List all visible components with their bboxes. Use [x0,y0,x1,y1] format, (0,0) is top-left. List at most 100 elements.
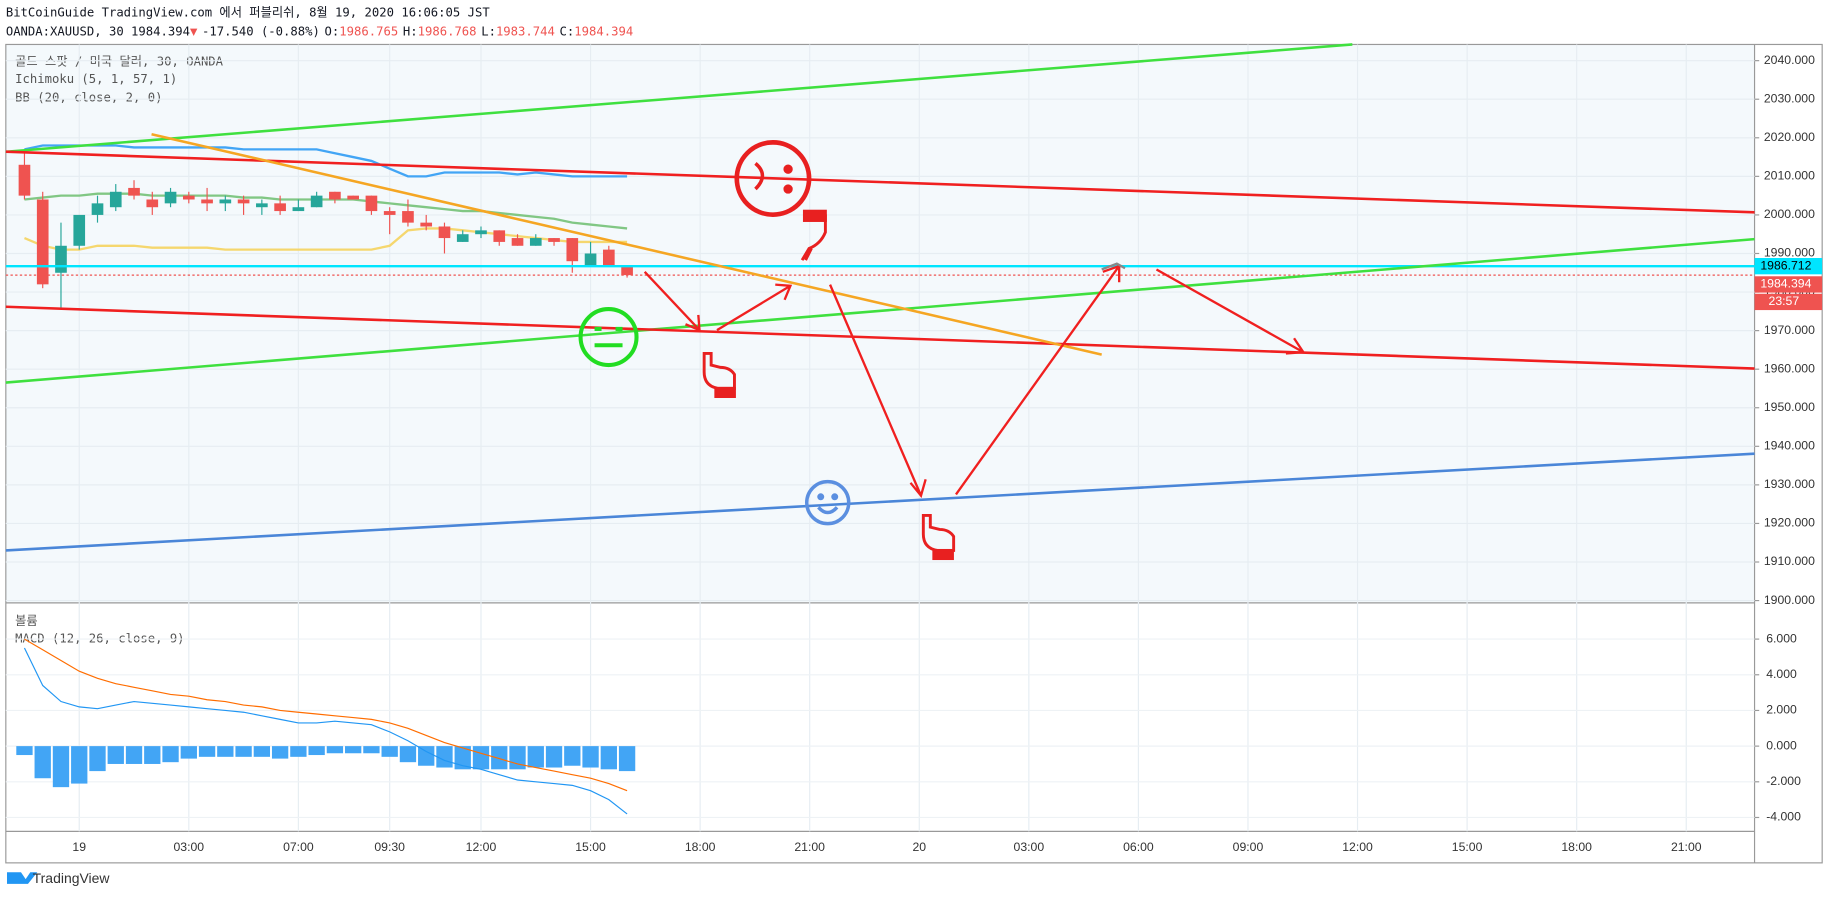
histogram-bar [125,746,143,764]
ohlc-value: 1986.765 [339,24,398,38]
face-eye [817,493,825,501]
overlay-line [24,192,628,230]
histogram-bar [564,746,581,766]
candle-body [329,191,341,200]
histogram-bar [34,746,51,779]
y-tick-label: -2.000 [1766,774,1801,788]
macd-line [23,647,628,815]
frame [5,43,1823,864]
published: BitCoinGuide TradingView.com 에서 퍼블리쉬, 8월… [6,5,491,19]
candle-body [128,187,140,196]
y-tick-label: 1970.000 [1764,323,1815,337]
histogram-bar [271,746,289,759]
x-tick-label: 21:00 [1671,840,1702,854]
footer: TradingView [33,870,111,886]
candle-body [237,199,250,204]
histogram-bar [600,746,617,770]
candle-body [566,238,579,262]
trend-line [151,132,1102,356]
candle-body [73,214,86,246]
macd-line [24,638,628,792]
histogram-bar [326,746,344,754]
ohlc-label: L: [481,24,496,38]
ohlc-label: H: [403,24,418,38]
candle-body [621,265,633,276]
hand [702,351,736,390]
histogram-bar [217,746,234,757]
hand [921,513,956,552]
candle-body [420,222,433,227]
drawings [5,43,1755,561]
y-tick-label: 1900.000 [1764,593,1815,607]
histogram-bar [162,746,179,763]
ohlc-label: O: [325,24,340,38]
candle-body [584,253,597,266]
histogram-bar [582,746,599,768]
candle-body [383,211,396,215]
smile-face [804,479,851,526]
main-pane [5,44,1755,603]
candle-body [347,195,359,200]
y-tick-label: 2.000 [1766,703,1797,717]
trend-line [5,43,1353,153]
histogram-bar [198,746,216,757]
trend-line [5,452,1755,552]
candle-body [438,226,451,239]
y-tick-label: 2010.000 [1764,169,1815,183]
neutral-face [578,307,639,368]
price-tag-label: 1984.394 [1760,277,1811,291]
sad-face [734,140,812,218]
histogram-bar [16,746,33,756]
x-tick-label: 07:00 [283,840,314,854]
x-tick-label: 03:00 [173,840,204,854]
face-mouth [754,162,765,191]
legend-entry: BB (20, close, 2, 0) [15,91,162,105]
histogram-bar [472,746,490,770]
candle-body [18,164,31,196]
change-arrow: ▼ [190,24,198,38]
face [804,479,851,526]
trend-line [5,150,1755,214]
logo [6,872,38,884]
face-eye [831,493,839,501]
histogram-bar [144,746,161,764]
y-tick-label: 2030.000 [1764,91,1815,105]
overlay-line [24,144,628,178]
candle-body [365,195,378,212]
y-tick-label: 1960.000 [1764,361,1815,375]
face-eye [783,164,793,174]
histogram-bar [180,746,197,759]
y-tick-label: 1910.000 [1764,554,1815,568]
ohlc-value: 1984.394 [574,24,633,38]
x-tick-label: 03:00 [1014,840,1045,854]
y-tick-label: 2020.000 [1764,130,1815,144]
price-tag [1754,276,1823,293]
y-tick-label: 6.000 [1766,631,1797,645]
legend-entry: 골드 스팟 / 미국 달러, 30, OANDA [15,54,224,68]
x-tick-label: 15:00 [1452,840,1483,854]
ohlc-value: 1983.744 [496,24,555,38]
ohlc-label: C: [560,24,575,38]
x-tick-label: 12:00 [1342,840,1373,854]
candle-body [36,199,49,285]
histogram-bar [509,746,526,770]
candle-body [219,199,232,204]
hand [800,214,827,261]
arrow [716,283,793,332]
candle-body [274,203,286,212]
candle-body [402,211,414,223]
legend-entry: Ichimoku (5, 1, 57, 1) [15,72,177,86]
histogram-bar [545,746,563,768]
x-tick-label: 09:30 [374,840,405,854]
x-tick-label: 06:00 [1123,840,1154,854]
candle-body [548,238,560,242]
candle-body [456,234,469,242]
x-tick-label: 20 [912,840,926,854]
candle-body [292,207,305,212]
y-tick-label: 1990.000 [1764,246,1815,260]
countdown: 23:57 [1769,294,1800,308]
histogram-bar [290,746,307,757]
overlay-line [24,227,628,251]
y-tick-label: 0.000 [1766,738,1797,752]
candle-body [164,191,177,204]
